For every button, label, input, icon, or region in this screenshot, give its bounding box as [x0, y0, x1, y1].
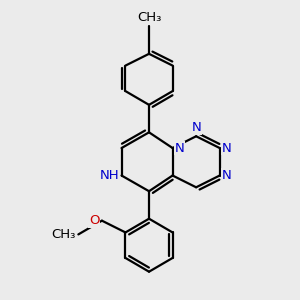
Text: N: N [191, 121, 201, 134]
Text: N: N [222, 142, 232, 154]
Text: NH: NH [100, 169, 119, 182]
Text: N: N [175, 142, 185, 154]
Text: CH₃: CH₃ [137, 11, 161, 24]
Text: N: N [222, 169, 232, 182]
Text: CH₃: CH₃ [52, 228, 76, 241]
Text: O: O [89, 214, 100, 227]
